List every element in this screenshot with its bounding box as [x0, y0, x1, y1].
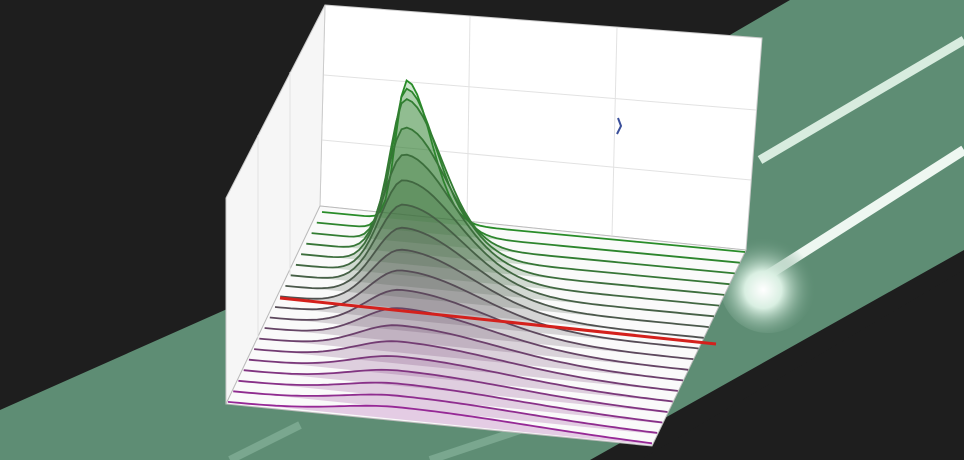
ridge-line — [306, 126, 730, 286]
ridge-line — [285, 226, 709, 328]
ridge-fill — [264, 308, 689, 370]
grid-line — [323, 74, 757, 111]
ridge-line — [290, 203, 715, 318]
wall-grid — [257, 15, 757, 340]
ridge-fill — [316, 88, 740, 263]
ridge-line — [295, 179, 720, 307]
rail — [428, 426, 522, 460]
ridge-line — [238, 379, 663, 424]
ridge-fill — [322, 80, 745, 252]
ridge-fill — [301, 154, 725, 295]
ridge-fill — [306, 127, 730, 285]
ridge-line — [316, 87, 740, 264]
ridge-line — [243, 368, 668, 413]
ridge-line — [248, 355, 673, 403]
ridge-line — [254, 340, 678, 392]
cursor — [616, 117, 623, 135]
ridge-line — [274, 269, 699, 350]
shadow-corner — [640, 270, 964, 460]
highlight-line — [279, 296, 717, 346]
ridge-fill — [290, 204, 714, 317]
ridge-line — [280, 248, 704, 339]
rail — [757, 36, 964, 164]
ridge-line — [321, 79, 746, 253]
glow-sphere — [720, 237, 816, 333]
ridge-line — [233, 390, 658, 434]
grid-line — [611, 26, 618, 237]
ridge-fill — [280, 249, 704, 338]
ridge-fill — [228, 401, 652, 445]
rail — [228, 421, 302, 460]
ridge-line — [227, 401, 653, 445]
ridge-line — [264, 307, 689, 371]
ridge-line — [259, 324, 684, 382]
ridge-line — [301, 153, 725, 296]
ridge-fill — [311, 99, 735, 274]
ridge-fill — [295, 180, 720, 306]
grid-line — [466, 15, 471, 222]
ridge-fill — [275, 270, 699, 349]
ridge-line — [269, 288, 694, 360]
grid-line — [321, 139, 752, 181]
